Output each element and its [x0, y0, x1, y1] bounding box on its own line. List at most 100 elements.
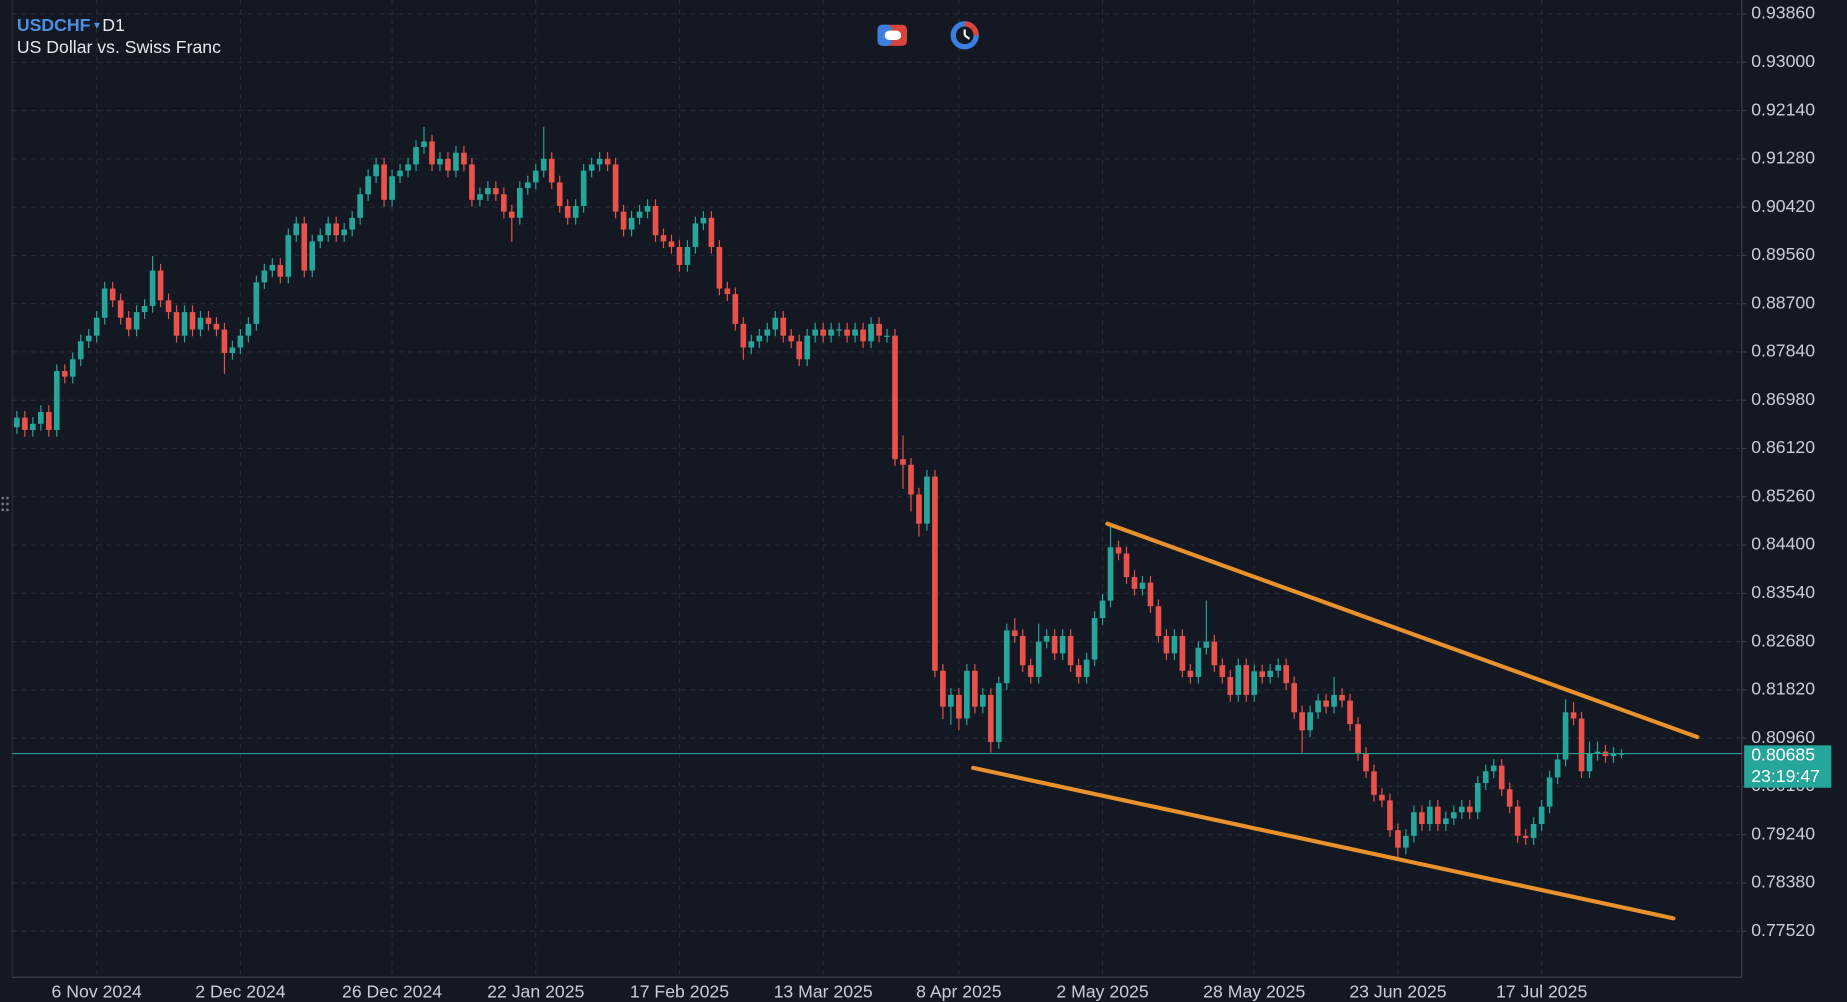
toolbar-icon-trade[interactable] — [877, 24, 908, 46]
candle-body — [1355, 724, 1361, 754]
candle-body — [524, 182, 531, 189]
candle-body — [1147, 582, 1154, 607]
candle-body — [1115, 547, 1122, 554]
candle-body — [979, 694, 986, 707]
x-tick-label: 8 Apr 2025 — [916, 981, 1002, 1001]
candle-body — [644, 206, 651, 212]
candle-body — [1403, 835, 1409, 848]
candle-body — [1083, 659, 1090, 677]
y-tick-label: 0.77520 — [1751, 920, 1815, 940]
candle-body — [692, 223, 699, 247]
candle-body — [293, 223, 300, 236]
y-tick-label: 0.78380 — [1751, 872, 1815, 892]
candle-body — [1075, 665, 1082, 677]
candle-body — [125, 317, 132, 330]
candle-body — [1171, 635, 1178, 654]
y-tick-label: 0.92140 — [1751, 99, 1815, 119]
toolbar-icon-clock[interactable] — [950, 21, 979, 50]
candle-body — [1003, 630, 1010, 684]
candle-body — [213, 323, 220, 330]
candle-body — [780, 317, 787, 336]
candle-body — [77, 341, 84, 360]
candle-body — [1307, 712, 1313, 731]
candle-body — [69, 359, 76, 377]
candle-body — [916, 494, 922, 524]
symbol-dropdown-icon[interactable]: ▾ — [94, 19, 100, 32]
x-tick-label: 6 Nov 2024 — [52, 981, 142, 1001]
candle-body — [1466, 806, 1473, 813]
candle-body — [804, 335, 811, 360]
candle-body — [221, 329, 228, 354]
timeframe[interactable]: D1 — [102, 15, 125, 35]
candle-body — [532, 170, 539, 183]
candle-body — [1594, 751, 1601, 754]
candle-body — [341, 229, 348, 236]
y-tick-label: 0.93000 — [1751, 51, 1815, 71]
candle-body — [1379, 794, 1385, 801]
candle-body — [852, 329, 858, 336]
candle-body — [1139, 582, 1146, 589]
candle-body — [1299, 712, 1305, 731]
candle-body — [309, 241, 316, 271]
candle-body — [1067, 635, 1074, 666]
candle-body — [1339, 694, 1345, 701]
candle-body — [1267, 670, 1274, 677]
x-tick-label: 17 Jul 2025 — [1496, 981, 1587, 1001]
candle-body — [732, 294, 739, 324]
candle-body — [421, 141, 427, 148]
candle-body — [756, 335, 763, 342]
candle-body — [1610, 753, 1617, 757]
panel-handle[interactable] — [1, 496, 9, 512]
candle-body — [956, 694, 962, 719]
symbol[interactable]: USDCHF — [17, 15, 91, 35]
candle-body — [469, 164, 475, 200]
candle-body — [317, 235, 324, 242]
candle-body — [381, 164, 387, 200]
candle-body — [892, 335, 898, 460]
candle-body — [1347, 700, 1353, 725]
candle-body — [564, 206, 571, 218]
candle-body — [972, 670, 978, 707]
y-tick-label: 0.91280 — [1751, 148, 1815, 168]
candle-body — [812, 329, 819, 336]
candle-body — [716, 246, 723, 289]
candle-body — [1570, 712, 1577, 719]
candle-body — [844, 329, 850, 336]
candle-body — [1395, 830, 1401, 848]
y-tick-label: 0.81820 — [1751, 679, 1815, 699]
candle-body — [1051, 635, 1058, 654]
y-tick-label: 0.86980 — [1751, 389, 1815, 409]
symbol-header[interactable]: USDCHF ▾ D1 — [17, 15, 125, 35]
candle-body — [1490, 765, 1497, 772]
candle-body — [1123, 553, 1130, 578]
candle-body — [461, 152, 467, 165]
candle-body — [1243, 665, 1250, 695]
candle-body — [1474, 783, 1481, 813]
candle-body — [1546, 777, 1553, 807]
trend-line — [971, 765, 1676, 921]
candle-body — [932, 476, 938, 671]
candle-body — [1251, 671, 1258, 695]
candle-body — [572, 206, 579, 218]
candle-body — [429, 141, 435, 165]
candle-body — [149, 270, 156, 306]
candle-body — [93, 317, 100, 336]
candle-body — [924, 476, 930, 524]
candle-body — [1107, 547, 1114, 601]
candle-body — [660, 235, 667, 242]
candle-body — [1530, 824, 1537, 839]
candle-body — [285, 235, 292, 277]
candle-body — [987, 694, 994, 743]
candle-body — [828, 329, 834, 336]
candle-body — [1450, 812, 1457, 819]
candle-body — [22, 417, 28, 430]
candle-body — [1099, 600, 1106, 619]
candle-body — [405, 164, 411, 171]
candle-body — [868, 323, 874, 342]
candle-body — [453, 152, 459, 171]
candle-body — [1371, 771, 1377, 795]
candle-body — [620, 211, 627, 230]
candle-body — [995, 683, 1002, 743]
candle-body — [820, 329, 826, 336]
